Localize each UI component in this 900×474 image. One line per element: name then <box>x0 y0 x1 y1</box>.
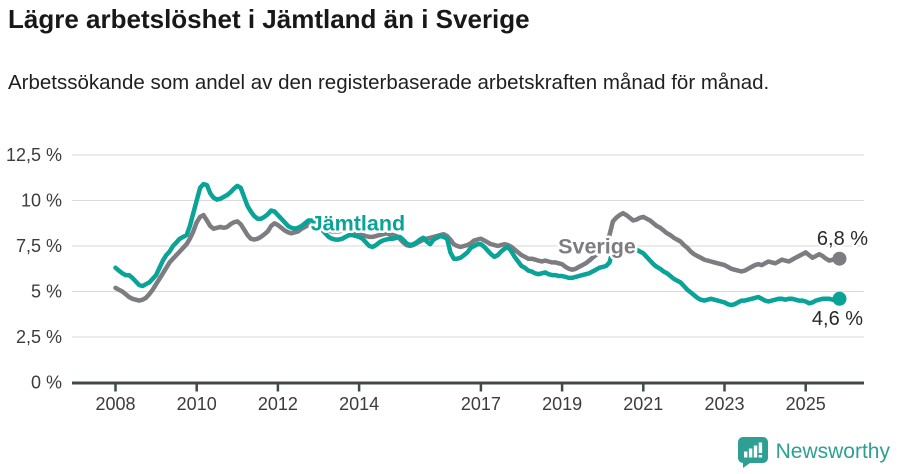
chart-subtitle: Arbetssökande som andel av den registerb… <box>8 71 770 94</box>
x-axis-tick-label: 2008 <box>95 394 135 414</box>
x-axis-tick-label: 2017 <box>461 394 501 414</box>
x-axis-tick-label: 2023 <box>704 394 744 414</box>
series-label-jämtland: Jämtland <box>311 212 405 236</box>
y-axis-tick-label: 7,5 % <box>16 236 62 256</box>
x-axis-tick-label: 2010 <box>177 394 217 414</box>
newsworthy-brand: Newsworthy <box>737 436 890 468</box>
y-axis-tick-label: 2,5 % <box>16 327 62 347</box>
series-line-sverige <box>113 210 842 303</box>
series-label-sverige: Sverige <box>558 234 636 258</box>
y-axis-tick-label: 10 % <box>21 191 62 211</box>
series-end-dot-jämtland <box>832 291 847 306</box>
end-value-label-sverige: 6,8 % <box>817 228 868 250</box>
x-axis-tick-label: 2012 <box>258 394 298 414</box>
page-title: Lägre arbetslöshet i Jämtland än i Sveri… <box>8 4 530 34</box>
x-axis-tick-label: 2021 <box>623 394 663 414</box>
y-axis-tick-label: 5 % <box>31 282 62 302</box>
y-axis-tick-label: 12,5 % <box>6 145 62 165</box>
x-axis-tick-label: 2025 <box>786 394 826 414</box>
y-axis-tick-label: 0 % <box>31 373 62 393</box>
series-end-dot-sverige <box>832 251 847 266</box>
series-line-jämtland <box>113 181 842 308</box>
x-axis-tick-label: 2019 <box>542 394 582 414</box>
x-axis-tick-label: 2014 <box>339 394 379 414</box>
end-value-label-jämtland: 4,6 % <box>812 308 863 330</box>
newsworthy-logo-icon <box>737 437 768 468</box>
newsworthy-brand-text: Newsworthy <box>775 440 890 463</box>
